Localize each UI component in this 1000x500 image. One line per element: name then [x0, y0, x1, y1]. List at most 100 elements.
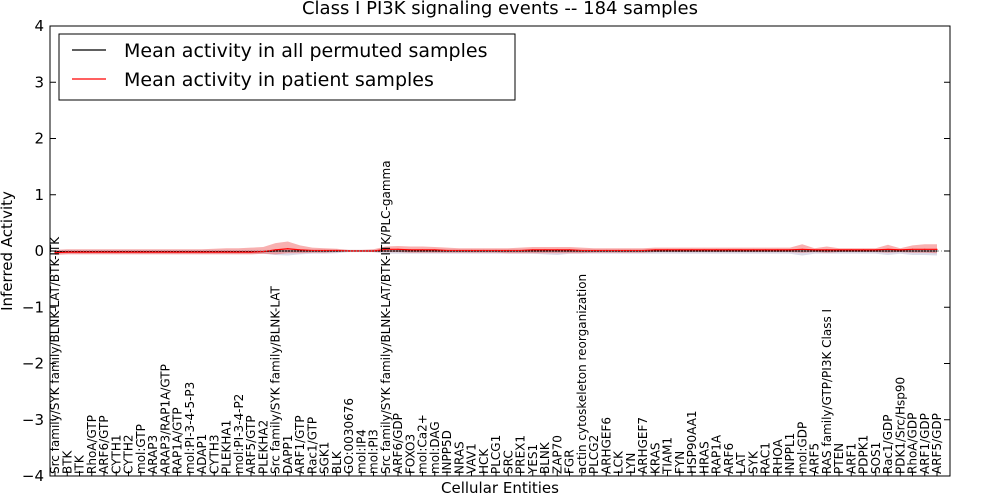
x-category-label: RAC1	[759, 442, 773, 474]
patient-point	[691, 249, 693, 251]
x-category-label: Src family/SYK family/BLNK-LAT/BTK-ITK/P…	[379, 160, 393, 474]
patient-point	[936, 248, 938, 250]
patient-point	[764, 249, 767, 251]
patient-point	[274, 249, 277, 251]
patient-point	[299, 249, 301, 251]
legend: Mean activity in all permuted samples Me…	[58, 33, 516, 101]
patient-point	[728, 249, 730, 251]
patient-point	[495, 249, 497, 252]
x-category-label: ARHGEF7	[636, 417, 650, 474]
x-category-label: FYN	[673, 451, 687, 474]
x-category-label: CYTH1	[109, 435, 123, 475]
patient-point	[519, 249, 522, 252]
x-category-label: FOXO3	[403, 434, 417, 474]
x-category-label: ARF5	[808, 443, 822, 474]
y-tick-label: −4	[22, 467, 44, 485]
patient-point	[666, 249, 669, 251]
patient-point	[838, 249, 840, 251]
x-category-label: PLEKHA2	[256, 420, 270, 474]
patient-point	[91, 251, 93, 253]
x-category-label: SYK	[746, 450, 760, 474]
legend-box	[58, 33, 516, 101]
x-category-label: ADAP1	[195, 434, 209, 474]
x-category-label: SRC	[501, 450, 515, 474]
patient-point	[777, 249, 779, 251]
permuted-point	[654, 250, 656, 252]
x-category-label: VAV1	[465, 443, 479, 474]
patient-point	[250, 251, 252, 253]
patient-point	[66, 251, 68, 253]
x-category-label: ARAP3/RAP1A/GTP	[158, 364, 172, 474]
x-category-label: RAP1A/GTP	[171, 407, 185, 474]
patient-point	[421, 249, 424, 251]
permuted-point	[936, 250, 938, 252]
x-category-label: PDK1/Src/Hsp90	[893, 377, 907, 474]
x-category-label: PREX1	[514, 435, 528, 474]
patient-point	[348, 250, 350, 252]
patient-point	[225, 251, 228, 253]
patient-point	[642, 249, 644, 252]
permuted-point	[666, 250, 669, 252]
x-category-label: LAT	[734, 452, 748, 474]
x-category-label: ARHGEF6	[599, 417, 613, 474]
y-tick-label: 2	[34, 130, 44, 148]
x-category-label: HSP90AA1	[685, 410, 699, 474]
x-category-label: SGK1	[318, 442, 332, 474]
x-axis-title: Cellular Entities	[441, 479, 559, 497]
patient-point	[789, 249, 791, 251]
x-category-label: mol:PI-3-4-P2	[232, 394, 246, 474]
patient-point	[164, 251, 166, 253]
x-category-label: mol:GTP	[134, 424, 148, 474]
x-category-label: NRAS	[452, 441, 466, 474]
patient-point	[862, 249, 865, 251]
patient-point	[470, 249, 473, 252]
patient-point	[385, 248, 387, 250]
x-category-label: GO:0030676	[342, 398, 356, 474]
patient-point	[826, 249, 828, 251]
x-category-label: RAP1A	[710, 434, 724, 474]
x-category-label: FGR	[563, 449, 577, 474]
patient-point	[176, 251, 179, 253]
patient-point	[213, 251, 215, 253]
patient-point	[813, 249, 816, 251]
x-category-label: LYN	[624, 453, 638, 474]
patient-point	[630, 249, 632, 252]
x-category-label: Src family/SYK family/BLNK-LAT/BTK-ITK	[48, 236, 62, 474]
x-category-label: mol:DAG	[428, 421, 442, 474]
x-category-label: ARF5/GTP	[244, 415, 258, 474]
x-category-label: BTK	[60, 449, 74, 474]
x-category-label: Rac1/GDP	[881, 415, 895, 474]
patient-point	[287, 248, 289, 250]
x-category-label: ZAP70	[550, 435, 564, 474]
x-category-label: Rac1/GTP	[305, 417, 319, 474]
x-category-label: RHOA	[771, 438, 785, 474]
patient-point	[617, 249, 620, 252]
x-category-label: ITK	[73, 454, 87, 474]
x-category-label: ARF1/GDP	[918, 413, 932, 474]
x-category-label: actin cytoskeleton reorganization	[575, 274, 589, 474]
x-category-label: YES1	[526, 444, 540, 475]
permuted-point	[813, 250, 816, 252]
patient-point	[103, 251, 105, 253]
x-category-label: KRAS	[648, 442, 662, 474]
y-tick-label: 4	[34, 17, 44, 35]
chart-title: Class I PI3K signaling events -- 184 sam…	[302, 0, 698, 19]
x-category-label: BLNK	[538, 441, 552, 474]
x-category-label: ARF1/GTP	[293, 415, 307, 474]
x-category-label: PTEN	[832, 443, 846, 474]
patient-point	[801, 248, 803, 250]
x-category-label: HRAS	[697, 441, 711, 474]
x-category-label: mol:IP4	[354, 429, 368, 474]
patient-point	[556, 249, 558, 251]
x-category-label: CYTH2	[122, 435, 136, 475]
patient-point	[703, 249, 705, 251]
y-tick-label: −2	[22, 355, 44, 373]
legend-label-patient: Mean activity in patient samples	[124, 69, 434, 91]
x-category-label: PLCG1	[489, 435, 503, 474]
x-category-label: SOS1	[869, 442, 883, 474]
x-category-label: PLEKHA1	[220, 420, 234, 474]
permuted-point	[789, 250, 791, 252]
y-tick-label: 0	[34, 242, 44, 260]
series-lines	[54, 248, 938, 254]
x-category-label: ARF6	[722, 443, 736, 474]
